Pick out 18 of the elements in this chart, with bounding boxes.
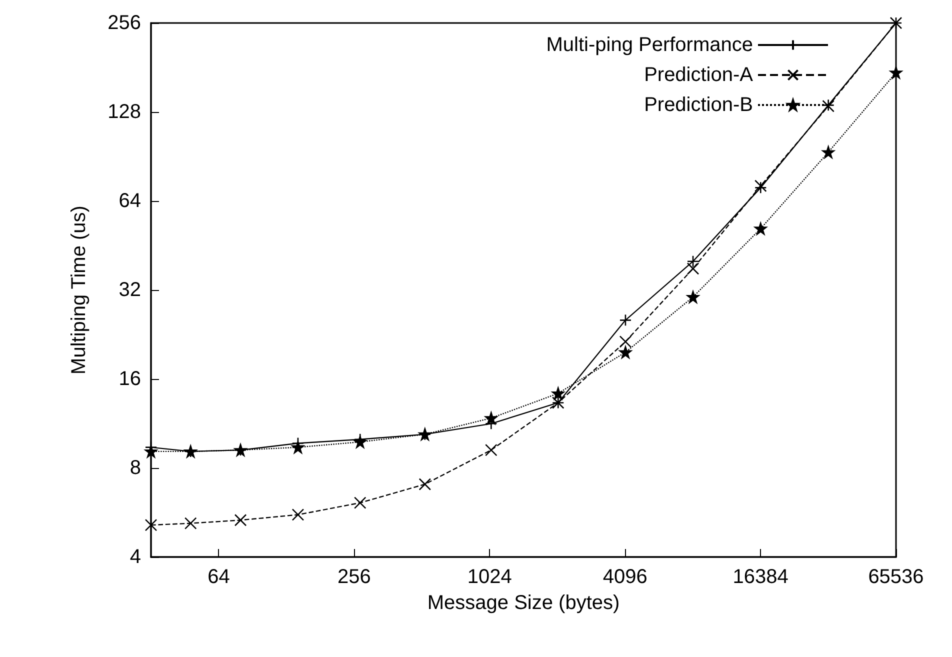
y-tick-label: 32: [118, 279, 141, 301]
x-tick-label: 256: [337, 566, 371, 588]
x-tick-label: 4096: [602, 566, 648, 588]
x-tick-label: 1024: [467, 566, 512, 588]
y-axis-title: Multiping Time (us): [68, 206, 90, 374]
y-tick-label: 16: [118, 368, 141, 390]
y-tick-label: 64: [118, 190, 141, 212]
y-tick-label: 128: [108, 101, 141, 123]
y-tick-label: 256: [108, 12, 141, 34]
x-tick-label: 65536: [868, 566, 924, 588]
legend-label: Prediction-A: [644, 64, 754, 86]
x-axis-title: Message Size (bytes): [427, 592, 620, 614]
y-tick-label: 8: [130, 457, 141, 479]
x-tick-label: 16384: [732, 566, 788, 588]
y-tick-label: 4: [130, 546, 141, 568]
x-tick-label: 64: [208, 566, 230, 588]
legend-label: Multi-ping Performance: [546, 34, 753, 56]
legend-label: Prediction-B: [644, 94, 753, 116]
